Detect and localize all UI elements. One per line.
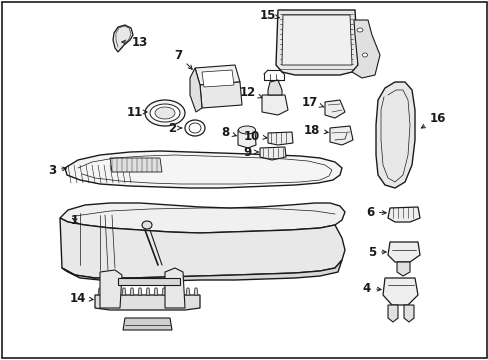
Polygon shape [178,288,182,295]
Polygon shape [238,130,256,148]
Polygon shape [190,68,202,112]
Ellipse shape [155,107,175,119]
Polygon shape [195,65,240,85]
Text: 16: 16 [421,112,445,128]
Polygon shape [267,132,292,145]
Ellipse shape [184,120,204,136]
Polygon shape [200,82,242,108]
Text: 3: 3 [48,163,66,176]
Polygon shape [106,288,110,295]
Polygon shape [65,151,341,188]
Text: 4: 4 [362,282,380,294]
Ellipse shape [356,28,362,32]
Text: 5: 5 [367,246,386,258]
Polygon shape [60,203,345,233]
Ellipse shape [142,221,152,229]
Text: 11: 11 [126,105,146,118]
Text: 15: 15 [259,9,279,22]
Polygon shape [130,288,134,295]
Polygon shape [262,95,287,115]
Polygon shape [403,305,413,322]
Polygon shape [325,100,345,118]
Text: 13: 13 [122,36,148,49]
Polygon shape [162,288,165,295]
Polygon shape [164,268,184,308]
Polygon shape [110,158,162,172]
Polygon shape [100,270,122,308]
Polygon shape [267,80,282,95]
Polygon shape [351,20,379,78]
Polygon shape [282,15,351,65]
Polygon shape [170,288,174,295]
Polygon shape [275,10,357,75]
Text: 14: 14 [70,292,93,305]
Polygon shape [138,288,142,295]
Polygon shape [260,147,285,160]
Polygon shape [113,25,133,52]
Ellipse shape [150,104,180,122]
Polygon shape [95,295,200,310]
Ellipse shape [238,126,255,134]
Text: 8: 8 [221,126,236,139]
Polygon shape [98,288,102,295]
Polygon shape [375,82,414,188]
Text: 18: 18 [303,123,327,136]
Ellipse shape [362,53,367,57]
Text: 17: 17 [301,95,323,108]
Polygon shape [194,288,198,295]
Ellipse shape [189,123,201,133]
Text: 6: 6 [365,206,386,219]
Polygon shape [118,278,180,285]
Polygon shape [146,288,150,295]
Polygon shape [185,288,190,295]
Polygon shape [396,262,409,276]
Polygon shape [202,70,234,87]
Polygon shape [329,126,352,145]
Polygon shape [114,288,118,295]
Polygon shape [154,288,158,295]
Text: 12: 12 [240,86,262,99]
Text: 1: 1 [71,213,79,226]
Text: 9: 9 [244,145,258,158]
Polygon shape [60,218,345,278]
Text: 2: 2 [167,122,182,135]
Polygon shape [122,288,126,295]
Polygon shape [387,242,419,262]
Polygon shape [387,305,397,322]
Polygon shape [382,278,417,305]
Text: 7: 7 [174,49,192,69]
Text: 10: 10 [244,130,266,143]
Polygon shape [123,318,172,330]
Polygon shape [387,207,419,222]
Ellipse shape [145,100,184,126]
Polygon shape [62,260,341,281]
